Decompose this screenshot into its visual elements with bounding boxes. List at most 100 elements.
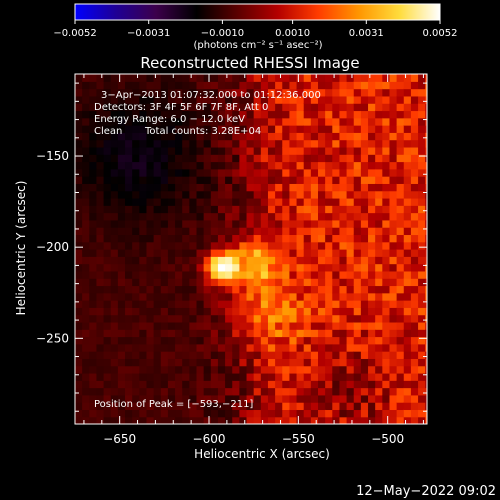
heatmap-cell [182, 205, 190, 214]
heatmap-cell [339, 314, 348, 323]
heatmap-cell [110, 307, 119, 316]
heatmap-cell [375, 372, 383, 381]
heatmap-cell [182, 212, 190, 221]
heatmap-cell [310, 270, 319, 279]
heatmap-cell [339, 197, 348, 206]
heatmap-cell [267, 95, 276, 104]
heatmap-cell [375, 95, 383, 104]
heatmap-cell [360, 212, 369, 221]
heatmap-cell [375, 103, 383, 112]
heatmap-cell [296, 314, 305, 323]
heatmap-cell [75, 416, 83, 424]
heatmap-cell [210, 132, 219, 141]
heatmap-cell [139, 197, 148, 206]
heatmap-cell [89, 110, 98, 119]
heatmap-cell [89, 249, 98, 257]
heatmap-cell [360, 249, 369, 257]
heatmap-cell [225, 263, 233, 272]
heatmap-cell [267, 292, 276, 301]
heatmap-cell [275, 300, 283, 308]
heatmap-cell [289, 285, 298, 294]
heatmap-cell [189, 307, 198, 316]
heatmap-cell [96, 314, 105, 323]
heatmap-cell [96, 161, 105, 170]
heatmap-cell [96, 81, 105, 90]
heatmap-cell [267, 256, 276, 265]
heatmap-cell [225, 176, 233, 184]
heatmap-cell [253, 321, 262, 330]
heatmap-cell [125, 380, 133, 389]
heatmap-cell [360, 132, 369, 141]
heatmap-cell [282, 132, 291, 141]
heatmap-cell [282, 358, 291, 367]
heatmap-cell [360, 117, 369, 126]
heatmap-cell [332, 285, 341, 294]
heatmap-cell [182, 88, 190, 97]
heatmap-cell [403, 161, 412, 170]
heatmap-cell [103, 300, 112, 308]
heatmap-cell [110, 190, 119, 199]
heatmap-cell [132, 358, 140, 367]
heatmap-cell [182, 234, 190, 243]
heatmap-cell [325, 183, 333, 192]
y-axis-label: Heliocentric Y (arcsec) [14, 181, 28, 316]
heatmap-cell [318, 416, 326, 424]
heatmap-cell [175, 314, 183, 323]
heatmap-cell [196, 358, 205, 367]
heatmap-cell [410, 146, 419, 155]
heatmap-cell [396, 307, 405, 316]
heatmap-cell [267, 314, 276, 323]
heatmap-cell [303, 270, 312, 279]
heatmap-cell [189, 372, 198, 381]
heatmap-cell [175, 402, 183, 411]
heatmap-cell [346, 190, 355, 199]
heatmap-cell [125, 314, 133, 323]
heatmap-cell [260, 278, 269, 287]
heatmap-cell [318, 336, 326, 345]
heatmap-cell [389, 190, 398, 199]
heatmap-cell [246, 81, 255, 90]
heatmap-cell [89, 234, 98, 243]
heatmap-cell [267, 409, 276, 418]
heatmap-cell [246, 300, 255, 308]
heatmap-cell [132, 110, 140, 119]
heatmap-cell [310, 176, 319, 184]
heatmap-cell [232, 110, 240, 119]
heatmap-cell [282, 387, 291, 396]
date-stamp: 12−May−2022 09:02 [356, 484, 496, 499]
heatmap-cell [225, 212, 233, 221]
heatmap-cell [389, 168, 398, 177]
heatmap-cell [103, 372, 112, 381]
heatmap-cell [310, 358, 319, 367]
heatmap-cell [153, 95, 162, 104]
heatmap-cell [246, 394, 255, 403]
heatmap-cell [339, 183, 348, 192]
heatmap-cell [303, 197, 312, 206]
heatmap-cell [246, 146, 255, 155]
heatmap-cell [110, 336, 119, 345]
heatmap-cell [410, 321, 419, 330]
heatmap-cell [310, 132, 319, 141]
heatmap-cell [418, 394, 426, 403]
colorbar: −0.0052 −0.0031 −0.0010 0.0010 0.0031 0.0052 … [53, 3, 458, 51]
heatmap-cell [267, 183, 276, 192]
heatmap-cell [110, 249, 119, 257]
heatmap-cell [396, 416, 405, 424]
heatmap-cell [160, 103, 169, 112]
heatmap-cell [117, 307, 126, 316]
heatmap-cell [225, 205, 233, 214]
heatmap-cell [232, 219, 240, 228]
heatmap-cell [346, 161, 355, 170]
heatmap-cell [189, 154, 198, 163]
heatmap-cell [196, 241, 205, 250]
heatmap-cell [368, 307, 376, 316]
heatmap-cell [217, 263, 226, 272]
heatmap-cell [82, 365, 90, 374]
heatmap-cell [125, 197, 133, 206]
heatmap-cell [275, 219, 283, 228]
heatmap-cell [182, 380, 190, 389]
heatmap-cell [353, 81, 362, 90]
heatmap-cell [289, 358, 298, 367]
heatmap-cell [103, 278, 112, 287]
